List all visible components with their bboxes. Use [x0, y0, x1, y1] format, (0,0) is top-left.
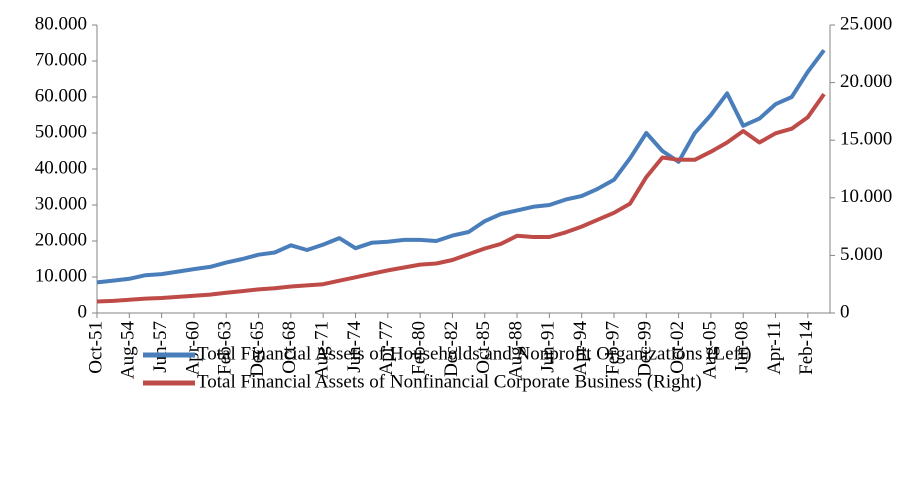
y-tick-label: 10.000: [35, 265, 87, 286]
x-tick-label: Dec-82: [441, 321, 462, 377]
x-tick-label: Apr-94: [570, 321, 591, 376]
series-line: [96, 92, 826, 304]
x-tick-label: Feb-80: [408, 321, 429, 375]
x-tick-label: Jun-57: [150, 321, 171, 373]
y2-tick-label: 5.000: [840, 244, 883, 265]
legend-label: Total Financial Assets of Nonfinancial C…: [197, 371, 702, 392]
x-tick-label: Jun-08: [732, 321, 753, 373]
x-tick-label: Aug-88: [505, 321, 526, 379]
series-line: [96, 49, 826, 285]
x-tick-label: Feb-97: [602, 321, 623, 375]
x-tick-label: Oct-51: [85, 321, 106, 374]
x-tick-label: Feb-63: [215, 321, 236, 375]
y-tick-label: 80.000: [35, 13, 87, 34]
x-tick-label: Oct-68: [279, 321, 300, 374]
x-tick-label: Dec-65: [247, 321, 268, 377]
x-tick-label: Jun-74: [344, 321, 365, 373]
y2-tick-label: 25.000: [840, 13, 892, 34]
y-tick-label: 70.000: [35, 49, 87, 70]
legend-label: Total Financial Assets of Households and…: [197, 343, 752, 364]
y2-tick-label: 20.000: [840, 71, 892, 92]
y2-tick-label: 15.000: [840, 129, 892, 150]
x-tick-label: Dec-99: [635, 321, 656, 377]
y-tick-label: 30.000: [35, 193, 87, 214]
x-tick-label: Apr-60: [182, 321, 203, 376]
x-tick-label: Apr-77: [376, 321, 397, 376]
y-tick-label: 50.000: [35, 121, 87, 142]
x-tick-label: Feb-14: [796, 321, 817, 375]
y-tick-label: 60.000: [35, 85, 87, 106]
y-tick-label: 20.000: [35, 229, 87, 250]
y2-tick-label: 0: [840, 301, 850, 322]
x-tick-label: Oct-85: [473, 321, 494, 374]
x-tick-label: Oct-02: [667, 321, 688, 374]
y2-tick-label: 10.000: [840, 186, 892, 207]
x-tick-label: Aug-05: [699, 321, 720, 379]
x-tick-label: Jun-91: [538, 321, 559, 373]
x-tick-label: Apr-11: [764, 321, 785, 375]
x-tick-label: Aug-54: [118, 321, 139, 380]
y-tick-label: 0: [78, 301, 88, 322]
x-tick-label: Aug-71: [312, 321, 333, 379]
y-tick-label: 40.000: [35, 157, 87, 178]
